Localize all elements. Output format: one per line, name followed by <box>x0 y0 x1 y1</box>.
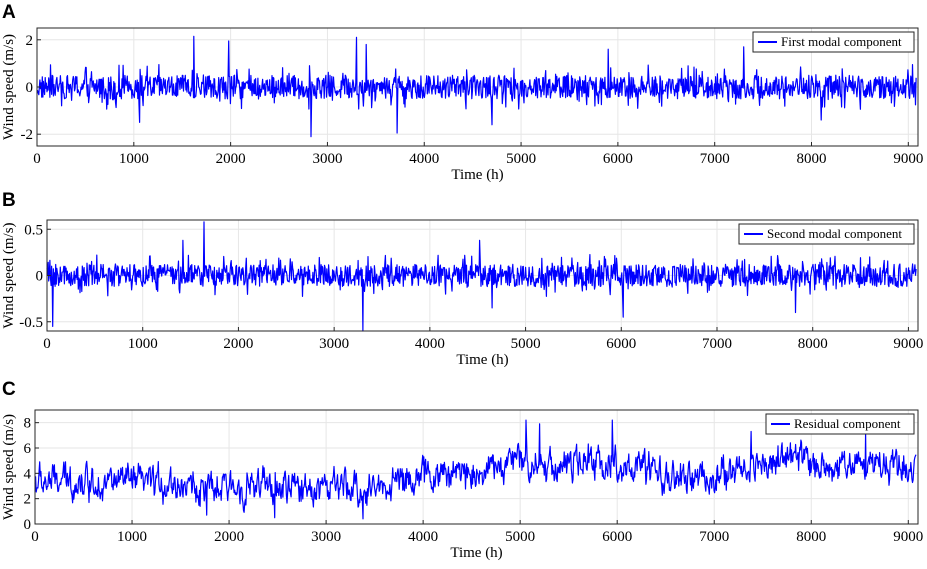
x-tick-label: 2000 <box>223 336 253 352</box>
series-line <box>36 35 917 138</box>
panel-b-legend-box <box>738 223 915 245</box>
panel-c-axes-frame <box>34 409 919 525</box>
panel-a-x-axis-label: Time (h) <box>451 167 503 183</box>
series-line <box>46 221 917 332</box>
panel-letter-b: B <box>2 190 16 211</box>
panel-a-legend: First modal component <box>752 31 915 53</box>
x-tick-label: 0 <box>31 529 39 545</box>
panel-letter-c: C <box>2 379 16 400</box>
y-tick-label: 6 <box>24 441 32 457</box>
panel-a-legend-box <box>752 31 915 53</box>
x-tick-label: 4000 <box>408 529 438 545</box>
y-tick-label: 2 <box>24 492 32 508</box>
x-tick-label: 7000 <box>702 336 732 352</box>
panel-b-series <box>46 221 917 332</box>
y-tick-label: 0 <box>36 269 44 285</box>
panel-b-y-axis-label: Wind speed (m/s) <box>1 222 17 328</box>
x-tick-label: 9000 <box>893 336 923 352</box>
panel-c-legend-box <box>765 413 915 435</box>
x-tick-label: 4000 <box>409 151 439 167</box>
x-tick-label: 3000 <box>312 151 342 167</box>
x-tick-label: 2000 <box>214 529 244 545</box>
panel-b-ticks: 0 1000 2000 3000 4000 5000 6000 7000 8000 9000 -0.… <box>19 222 923 352</box>
x-tick-label: 8000 <box>796 529 826 545</box>
x-tick-label: 7000 <box>699 529 729 545</box>
panel-b-legend-label: Second modal component <box>767 226 902 241</box>
x-tick-label: 9000 <box>893 151 923 167</box>
panel-a-ticks: 0 1000 2000 3000 4000 5000 6000 7000 8000 9000 -2 0… <box>21 33 924 167</box>
panel-a-series <box>36 35 917 138</box>
panel-a-legend-label: First modal component <box>781 34 902 49</box>
panel-c-legend: Residual component <box>765 413 915 435</box>
panel-c: C 0 1000 2000 3000 4000 5000 6000 7000 8000 90000… <box>1 379 923 561</box>
panel-c-legend-label: Residual component <box>794 416 901 431</box>
x-tick-label: 4000 <box>415 336 445 352</box>
x-tick-label: 7000 <box>700 151 730 167</box>
panel-a-y-axis-label: Wind speed (m/s) <box>1 34 17 140</box>
y-tick-label: 0 <box>24 517 32 533</box>
panel-c-ticks: 0 1000 2000 3000 4000 5000 6000 7000 8000 9000 0 2 4… <box>24 416 924 545</box>
y-tick-label: -2 <box>21 127 34 143</box>
x-tick-label: 6000 <box>603 151 633 167</box>
panel-c-x-axis-label: Time (h) <box>450 545 502 561</box>
x-tick-label: 6000 <box>602 529 632 545</box>
panel-b-x-axis-label: Time (h) <box>456 352 508 368</box>
y-tick-label: 2 <box>26 33 34 49</box>
panel-b: B 0 1000 2000 3000 4000 5000 6000 7000 8000 9000 -… <box>1 190 923 368</box>
x-tick-label: 0 <box>33 151 41 167</box>
x-tick-label: 5000 <box>511 336 541 352</box>
y-tick-label: 4 <box>24 466 32 482</box>
x-tick-label: 3000 <box>311 529 341 545</box>
series-line <box>34 419 917 520</box>
panel-b-axes-frame <box>46 219 919 332</box>
panel-c-y-axis-label: Wind speed (m/s) <box>1 414 17 520</box>
panel-a: A 0 1000 2000 3000 4000 5000 6000 7000 8000 9000 -… <box>1 2 923 183</box>
x-tick-label: 5000 <box>506 151 536 167</box>
x-tick-label: 8000 <box>797 151 827 167</box>
x-tick-label: 5000 <box>505 529 535 545</box>
y-tick-label: -0.5 <box>19 315 43 331</box>
panel-a-axes-frame <box>36 27 919 147</box>
y-tick-label: 0 <box>26 80 34 96</box>
x-tick-label: 9000 <box>893 529 923 545</box>
x-tick-label: 8000 <box>798 336 828 352</box>
y-tick-label: 8 <box>24 416 32 432</box>
panel-letter-a: A <box>2 2 16 23</box>
x-tick-label: 2000 <box>216 151 246 167</box>
x-tick-label: 0 <box>43 336 51 352</box>
x-tick-label: 1000 <box>119 151 149 167</box>
x-tick-label: 1000 <box>117 529 147 545</box>
y-tick-label: 0.5 <box>24 222 43 238</box>
panel-b-legend: Second modal component <box>738 223 915 245</box>
x-tick-label: 6000 <box>606 336 636 352</box>
x-tick-label: 3000 <box>319 336 349 352</box>
panel-c-series <box>34 419 917 520</box>
x-tick-label: 1000 <box>128 336 158 352</box>
